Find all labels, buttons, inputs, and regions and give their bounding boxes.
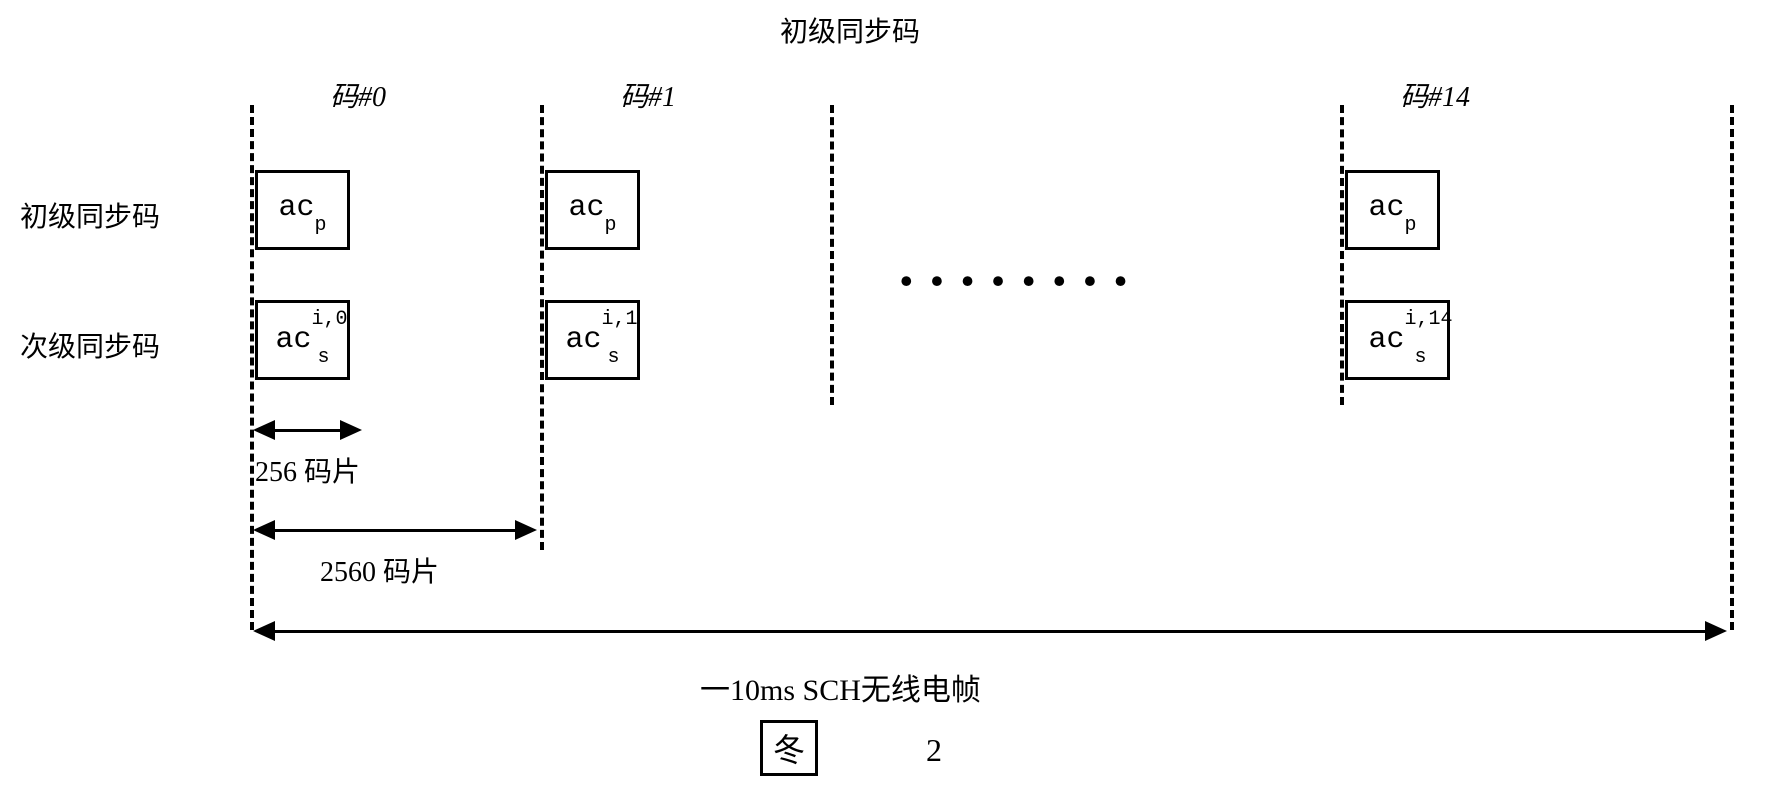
code-text: acp <box>568 191 616 229</box>
primary-code-box-0: acp <box>255 170 350 250</box>
arrow-256-line <box>270 429 345 432</box>
slot-label-1: 码#1 <box>620 75 676 115</box>
dash-line-4 <box>1730 105 1734 630</box>
primary-code-box-1: acp <box>545 170 640 250</box>
arrow-256-right <box>340 420 362 440</box>
row-label-primary: 初级同步码 <box>20 195 160 235</box>
dash-line-1 <box>540 105 544 550</box>
row-label-secondary: 次级同步码 <box>20 325 160 365</box>
slot-label-0: 码#0 <box>330 75 386 115</box>
arrow-2560-line <box>270 529 520 532</box>
secondary-code-box-1: aci,1s <box>545 300 640 380</box>
diagram-title: 初级同步码 <box>780 10 920 50</box>
figure-box: 冬 <box>760 720 818 776</box>
arrow-frame-line <box>270 630 1710 633</box>
diagram-container: 初级同步码 码#0 码#1 码#14 初级同步码 次级同步码 acp acp a… <box>0 0 1766 786</box>
dash-line-3 <box>1340 105 1344 405</box>
figure-label: 冬 2 <box>760 720 942 776</box>
ellipsis-dots: •••••••• <box>900 260 1145 302</box>
code-text: aci,1s <box>565 320 619 361</box>
dash-line-0 <box>250 105 254 630</box>
dim-2560-label: 2560 码片 <box>320 550 439 590</box>
secondary-code-box-0: aci,0s <box>255 300 350 380</box>
figure-number: 2 <box>926 732 942 768</box>
dim-256-label: 256 码片 <box>255 450 360 490</box>
slot-label-14: 码#14 <box>1400 75 1470 115</box>
code-text: aci,0s <box>275 320 329 361</box>
code-text: aci,14s <box>1368 320 1426 361</box>
code-text: acp <box>278 191 326 229</box>
arrow-2560-right <box>515 520 537 540</box>
frame-label: 一10ms SCH无线电帧 <box>700 665 981 709</box>
primary-code-box-14: acp <box>1345 170 1440 250</box>
secondary-code-box-14: aci,14s <box>1345 300 1450 380</box>
code-text: acp <box>1368 191 1416 229</box>
arrow-frame-right <box>1705 621 1727 641</box>
dash-line-2 <box>830 105 834 405</box>
